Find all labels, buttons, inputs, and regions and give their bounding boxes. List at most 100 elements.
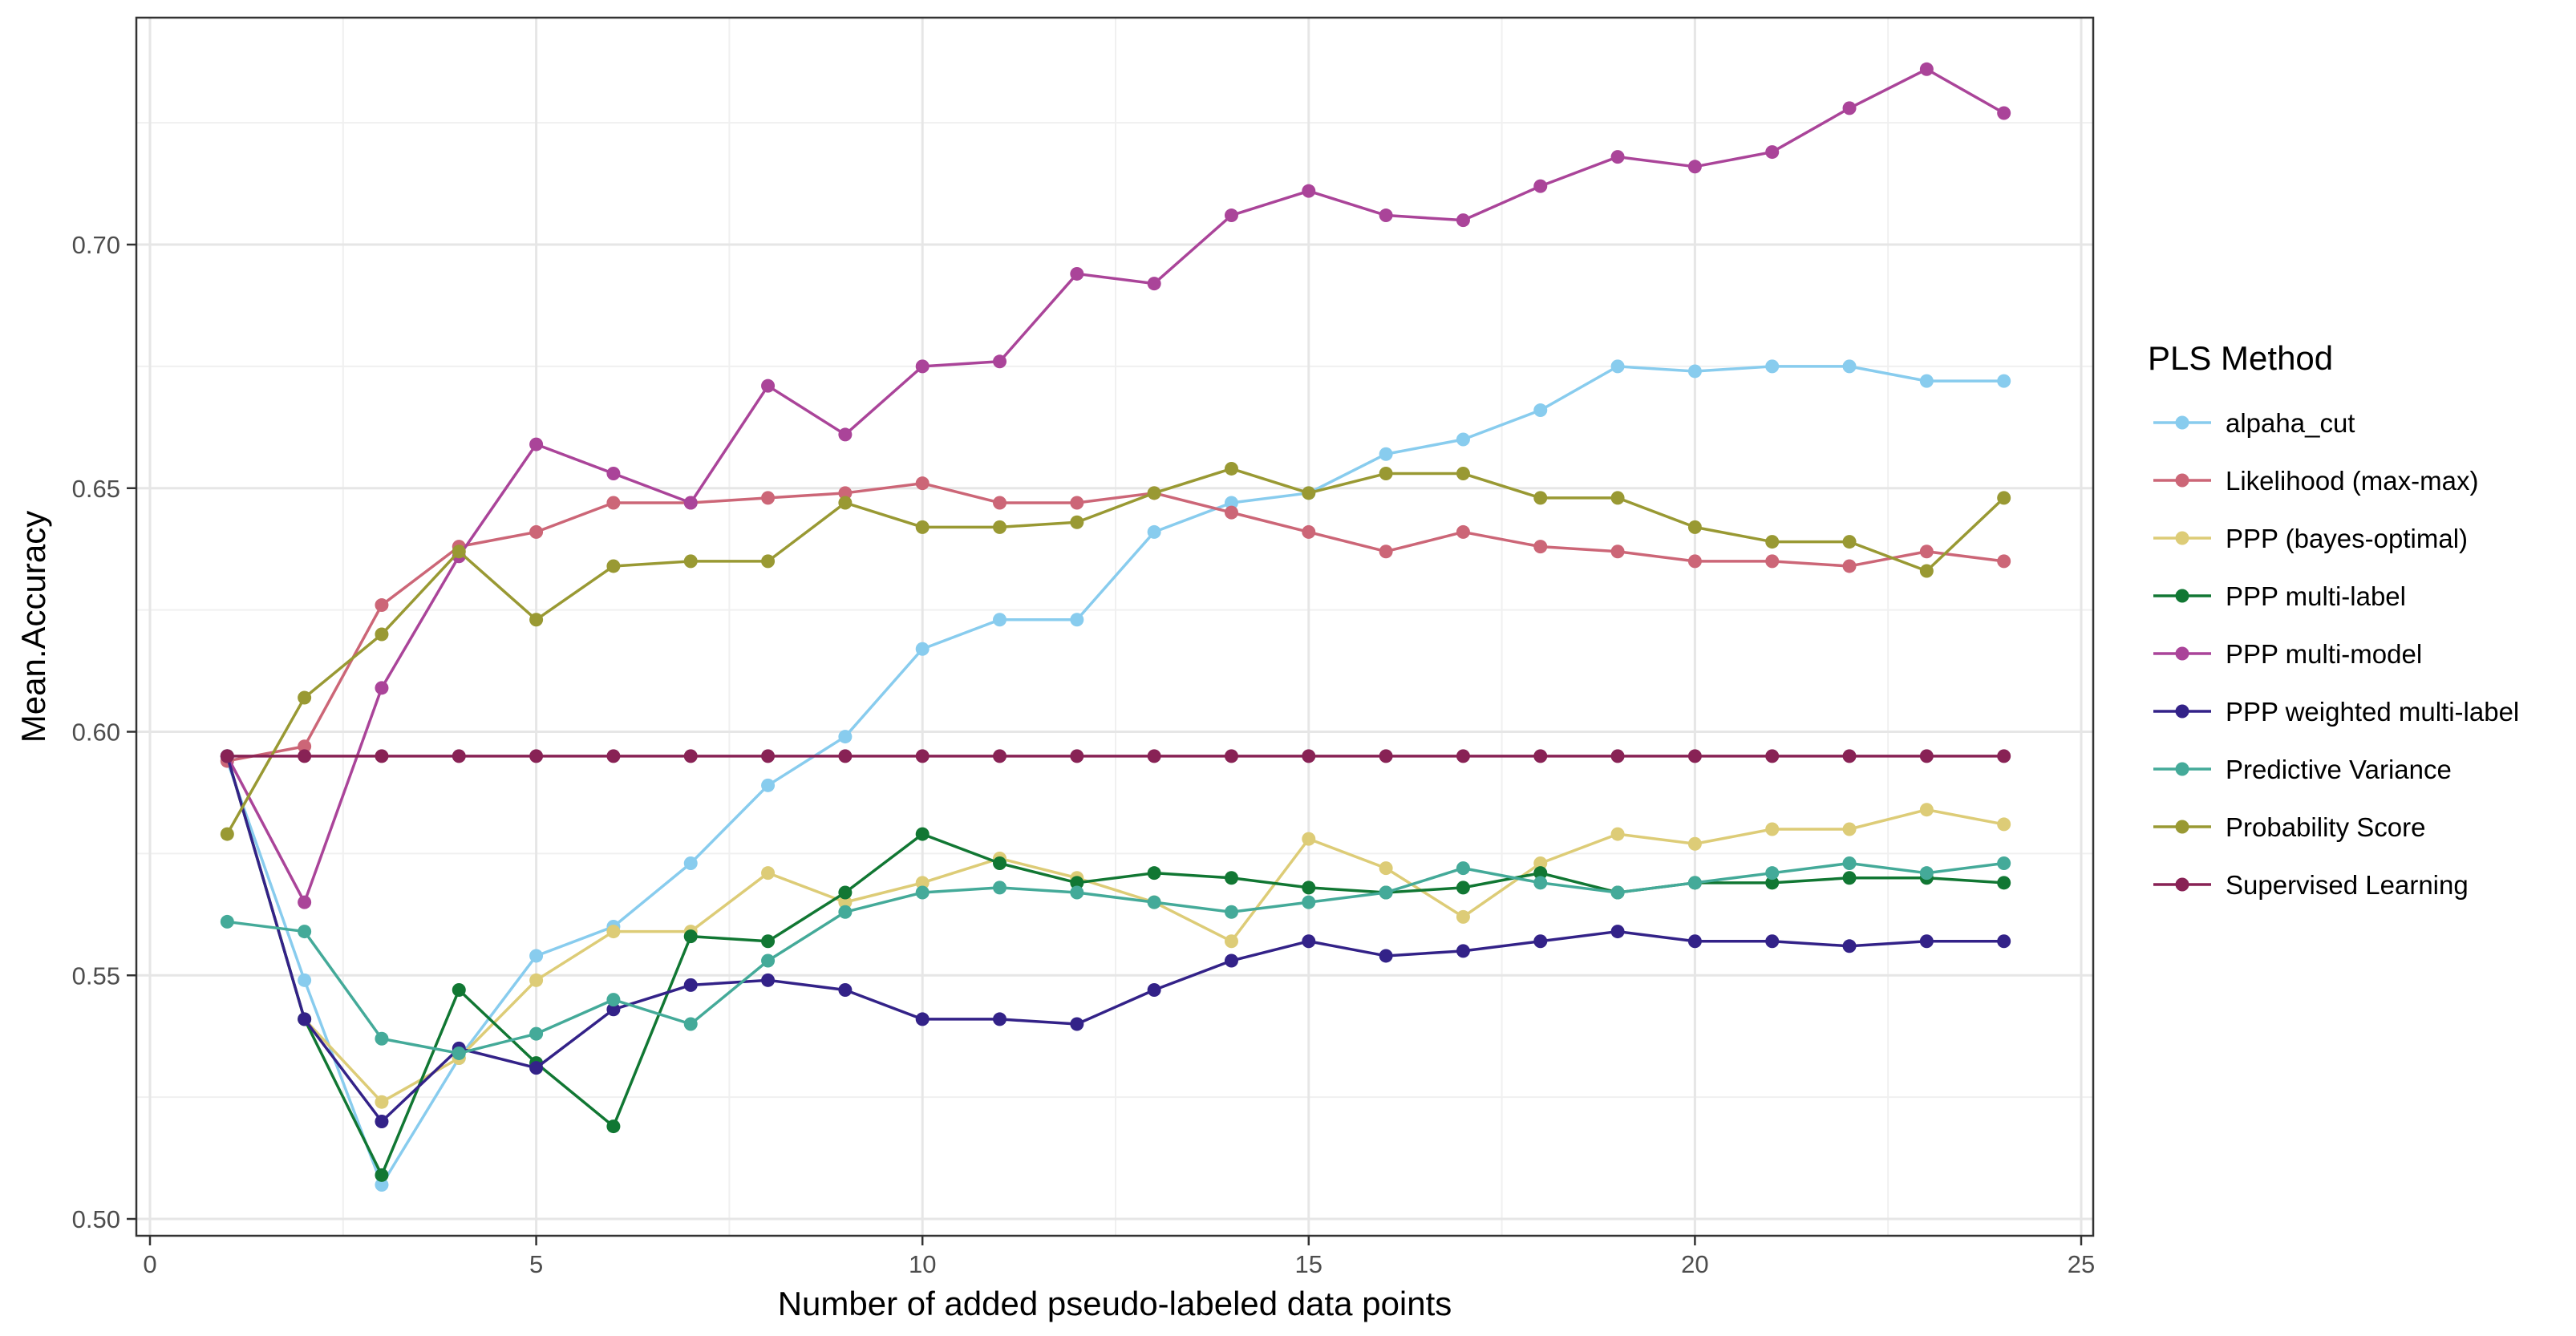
data-point: [993, 749, 1007, 763]
data-point: [993, 881, 1007, 895]
legend-item: Predictive Variance: [2153, 755, 2452, 784]
data-point: [1147, 982, 1161, 997]
legend-label: alpaha_cut: [2226, 408, 2355, 438]
data-point: [1379, 749, 1393, 763]
data-point: [1842, 749, 1857, 763]
series-7: [220, 461, 2011, 841]
series-8: [220, 749, 2011, 763]
data-point: [529, 949, 544, 963]
data-point: [683, 749, 698, 763]
legend-label: Probability Score: [2226, 812, 2425, 842]
data-point: [1456, 749, 1470, 763]
data-point: [1224, 496, 1238, 510]
data-point: [298, 749, 312, 763]
data-point: [761, 973, 776, 987]
data-point: [1147, 866, 1161, 881]
legend-label: PPP weighted multi-label: [2226, 697, 2519, 727]
data-point: [1919, 62, 1934, 76]
data-point: [1533, 876, 1548, 890]
data-point: [683, 978, 698, 992]
data-point: [1070, 749, 1084, 763]
data-point: [1765, 749, 1780, 763]
data-point: [1070, 496, 1084, 510]
data-point: [1379, 949, 1393, 963]
x-tick-label: 5: [529, 1250, 543, 1278]
data-point: [915, 476, 930, 491]
data-point: [915, 1012, 930, 1026]
legend-item: alpaha_cut: [2153, 408, 2355, 438]
data-point: [838, 486, 853, 500]
data-point: [1224, 461, 1238, 476]
data-point: [1456, 467, 1470, 481]
data-point: [838, 730, 853, 744]
data-point: [375, 1168, 389, 1182]
series-line: [225, 755, 2005, 1103]
legend-label: PPP multi-label: [2226, 581, 2406, 611]
data-point: [1842, 559, 1857, 573]
data-point: [452, 545, 466, 559]
data-point: [606, 496, 621, 510]
data-point: [375, 1177, 389, 1192]
data-point: [1687, 836, 1702, 851]
data-point: [1842, 535, 1857, 549]
data-point: [1224, 505, 1238, 520]
data-point: [1379, 545, 1393, 559]
data-point: [452, 1046, 466, 1060]
data-point: [761, 934, 776, 949]
data-point: [915, 359, 930, 374]
data-point: [1997, 817, 2011, 832]
data-point: [606, 1119, 621, 1134]
data-point: [1456, 432, 1470, 447]
data-point: [1533, 866, 1548, 881]
legend-key-point: [2175, 704, 2189, 719]
data-point: [1302, 184, 1316, 198]
data-point: [1224, 749, 1238, 763]
y-axis-title: Mean.Accuracy: [14, 511, 52, 743]
data-point: [1610, 925, 1625, 939]
legend-key-point: [2175, 762, 2189, 776]
data-point: [1224, 905, 1238, 919]
data-point: [1456, 524, 1470, 539]
data-point: [375, 749, 389, 763]
legend-item: PPP weighted multi-label: [2153, 697, 2519, 727]
data-point: [1687, 934, 1702, 949]
data-point: [220, 749, 234, 763]
data-point: [993, 856, 1007, 871]
data-point: [298, 739, 312, 754]
grid: [136, 18, 2093, 1236]
data-point: [1842, 101, 1857, 115]
data-point: [606, 925, 621, 939]
legend-label: Predictive Variance: [2226, 755, 2452, 784]
data-point: [298, 973, 312, 987]
x-tick-label: 0: [143, 1250, 156, 1278]
data-point: [452, 749, 466, 763]
data-point: [761, 749, 776, 763]
series-layer: [220, 62, 2011, 1192]
data-point: [1842, 871, 1857, 885]
legend-item: PPP multi-model: [2153, 639, 2422, 669]
data-point: [529, 524, 544, 539]
series-6: [220, 856, 2011, 1060]
data-point: [1765, 145, 1780, 160]
data-point: [993, 613, 1007, 627]
data-point: [1147, 486, 1161, 500]
data-point: [1997, 934, 2011, 949]
data-point: [1765, 359, 1780, 374]
axes: 0 5 10 15 20 25 0.50 0.55 0.60 0.65 0.70: [72, 231, 2096, 1278]
data-point: [220, 827, 234, 841]
data-point: [1147, 749, 1161, 763]
data-point: [1765, 934, 1780, 949]
series-line: [225, 467, 2005, 835]
data-point: [1456, 213, 1470, 228]
series-5: [220, 749, 2011, 1128]
series-line: [225, 365, 2004, 1187]
legend-item: Probability Score: [2153, 812, 2425, 842]
data-point: [761, 379, 776, 393]
data-point: [1997, 876, 2011, 890]
data-point: [683, 856, 698, 871]
legend-label: PPP (bayes-optimal): [2226, 524, 2468, 553]
data-point: [1687, 749, 1702, 763]
data-point: [1456, 881, 1470, 895]
data-point: [1919, 564, 1934, 578]
series-line: [225, 67, 2005, 904]
